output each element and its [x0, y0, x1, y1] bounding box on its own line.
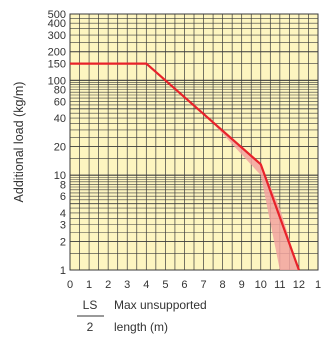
y-tick-label: 60 — [54, 96, 66, 108]
x-tick-label: 1 — [315, 279, 321, 291]
x-tick-label: 10 — [255, 279, 267, 291]
x-axis-label-line2: length (m) — [114, 320, 168, 334]
y-tick-label: 6 — [60, 191, 66, 203]
y-tick-label: 4 — [60, 208, 66, 220]
x-tick-label: 2 — [105, 279, 111, 291]
x-tick-label: 12 — [293, 279, 305, 291]
y-tick-label: 3 — [60, 220, 66, 232]
x-tick-label: 3 — [124, 279, 130, 291]
x-label-fraction-numerator: LS — [83, 298, 98, 312]
y-tick-label: 10 — [54, 170, 66, 182]
x-tick-label: 6 — [181, 279, 187, 291]
y-tick-label: 2 — [60, 236, 66, 248]
y-tick-label: 20 — [54, 142, 66, 154]
y-tick-label: 200 — [48, 47, 66, 59]
x-tick-label: 7 — [200, 279, 206, 291]
x-tick-label: 9 — [239, 279, 245, 291]
x-tick-label: 4 — [143, 279, 149, 291]
x-tick-label: 0 — [67, 279, 73, 291]
y-tick-label: 100 — [48, 75, 66, 87]
x-tick-label: 11 — [274, 279, 285, 291]
x-tick-labels: 01234567891011121 — [67, 279, 321, 291]
x-tick-label: 5 — [162, 279, 168, 291]
y-axis-label: Additional load (kg/m) — [12, 82, 26, 203]
y-tick-labels: 1234681020406080100150200300400500 — [48, 9, 66, 277]
y-tick-label: 150 — [48, 59, 66, 71]
y-tick-label: 1 — [60, 265, 66, 277]
x-tick-label: 1 — [86, 279, 92, 291]
x-tick-label: 8 — [220, 279, 226, 291]
y-tick-label: 300 — [48, 30, 66, 42]
x-label-fraction-denominator: 2 — [87, 320, 94, 334]
y-tick-label: 500 — [48, 9, 66, 21]
y-tick-label: 40 — [54, 113, 66, 125]
x-axis-label-line1: Max unsupported — [114, 298, 207, 312]
